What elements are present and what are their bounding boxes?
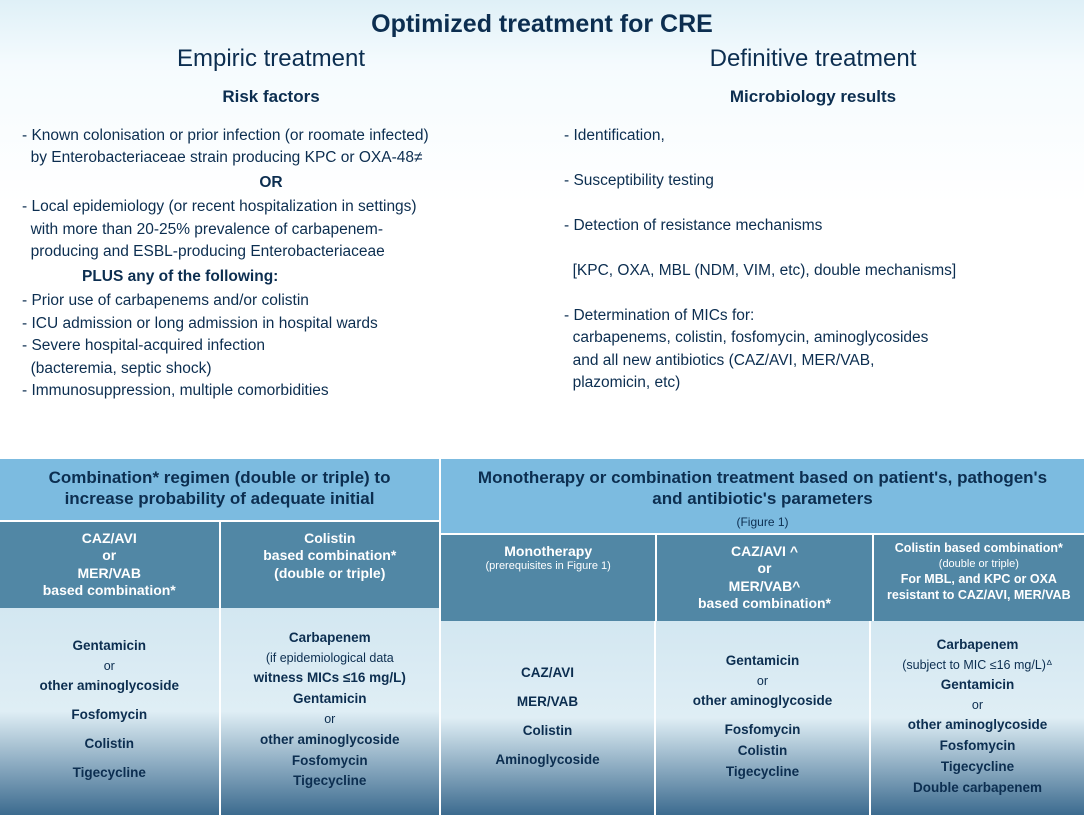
empiric-options-row: Gentamicinorother aminoglycoside Fosfomy…: [0, 608, 439, 815]
definitive-heading: Definitive treatment: [564, 45, 1062, 73]
options-b: Carbapenem(if epidemiological datawitnes…: [219, 608, 440, 815]
definitive-regimen-header-note: (Figure 1): [736, 515, 788, 529]
upper-columns: Empiric treatment Risk factors - Known c…: [0, 39, 1084, 459]
subheader-colistin-def: Colistin based combination* (double or t…: [872, 535, 1084, 621]
subheader-colistin: Colistin based combination* (double or t…: [219, 522, 440, 608]
page-title: Optimized treatment for CRE: [0, 0, 1084, 39]
empiric-heading: Empiric treatment: [22, 45, 520, 73]
empiric-body: - Known colonisation or prior infection …: [22, 125, 520, 403]
empiric-regimen-header: Combination* regimen (double or triple) …: [0, 459, 439, 520]
subheader-monotherapy: Monotherapy (prerequisites in Figure 1): [439, 535, 655, 621]
definitive-options-row: CAZ/AVI MER/VAB Colistin Aminoglycoside …: [439, 621, 1084, 815]
empiric-subtitle: Risk factors: [22, 87, 520, 107]
definitive-body: - Identification, - Susceptibility testi…: [564, 125, 1062, 395]
definitive-regimen-block: Monotherapy or combination treatment bas…: [439, 459, 1084, 815]
options-d: Gentamicinorother aminoglycoside Fosfomy…: [654, 621, 869, 815]
subheader-caz-avi-def: CAZ/AVI ^ or MER/VAB^ based combination*: [655, 535, 871, 621]
options-c: CAZ/AVI MER/VAB Colistin Aminoglycoside: [439, 621, 654, 815]
definitive-regimen-header-text: Monotherapy or combination treatment bas…: [478, 468, 1047, 508]
definitive-subtitle: Microbiology results: [564, 87, 1062, 107]
options-a: Gentamicinorother aminoglycoside Fosfomy…: [0, 608, 219, 815]
empiric-subheader-row: CAZ/AVI or MER/VAB based combination* Co…: [0, 522, 439, 608]
subheader-caz-avi: CAZ/AVI or MER/VAB based combination*: [0, 522, 219, 608]
definitive-column: Definitive treatment Microbiology result…: [542, 39, 1084, 459]
regimen-grid: Combination* regimen (double or triple) …: [0, 459, 1084, 815]
empiric-column: Empiric treatment Risk factors - Known c…: [0, 39, 542, 459]
definitive-subheader-row: Monotherapy (prerequisites in Figure 1) …: [439, 535, 1084, 621]
options-e: Carbapenem(subject to MIC ≤16 mg/L)ᐞGent…: [869, 621, 1084, 815]
definitive-regimen-header: Monotherapy or combination treatment bas…: [439, 459, 1084, 533]
empiric-regimen-block: Combination* regimen (double or triple) …: [0, 459, 439, 815]
